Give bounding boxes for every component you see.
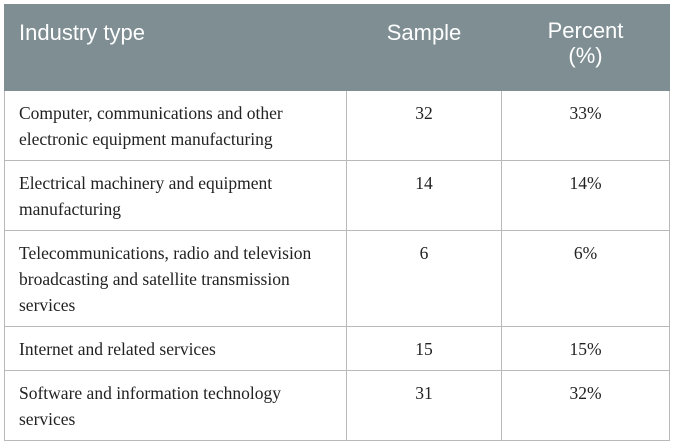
header-industry-type: Industry type	[4, 4, 347, 91]
header-percent-line2: (%)	[568, 43, 603, 68]
table-row: Internet and related services 15 15%	[4, 326, 670, 371]
sample-cell: 31	[346, 370, 502, 441]
header-sample: Sample	[346, 4, 502, 91]
percent-cell: 33%	[501, 90, 670, 161]
sample-cell: 32	[346, 90, 502, 161]
table-row: Computer, communications and other elect…	[4, 90, 670, 161]
header-row: Industry type Sample Percent (%)	[4, 4, 670, 91]
percent-cell: 6%	[501, 230, 670, 327]
percent-cell: 15%	[501, 326, 670, 371]
industry-cell: Telecommunications, radio and television…	[4, 230, 347, 327]
industry-cell: Computer, communications and other elect…	[4, 90, 347, 161]
sample-cell: 6	[346, 230, 502, 327]
header-percent: Percent (%)	[501, 4, 670, 91]
header-percent-line1: Percent	[547, 18, 624, 43]
industry-cell: Internet and related services	[4, 326, 347, 371]
percent-cell: 14%	[501, 160, 670, 231]
sample-cell: 14	[346, 160, 502, 231]
table-row: Software and information technology serv…	[4, 370, 670, 441]
industry-cell: Software and information technology serv…	[4, 370, 347, 441]
percent-cell: 32%	[501, 370, 670, 441]
table-row: Telecommunications, radio and television…	[4, 230, 670, 327]
industry-table: Industry type Sample Percent (%) Compute…	[4, 4, 670, 441]
industry-cell: Electrical machinery and equipment manuf…	[4, 160, 347, 231]
table-row: Electrical machinery and equipment manuf…	[4, 160, 670, 231]
sample-cell: 15	[346, 326, 502, 371]
